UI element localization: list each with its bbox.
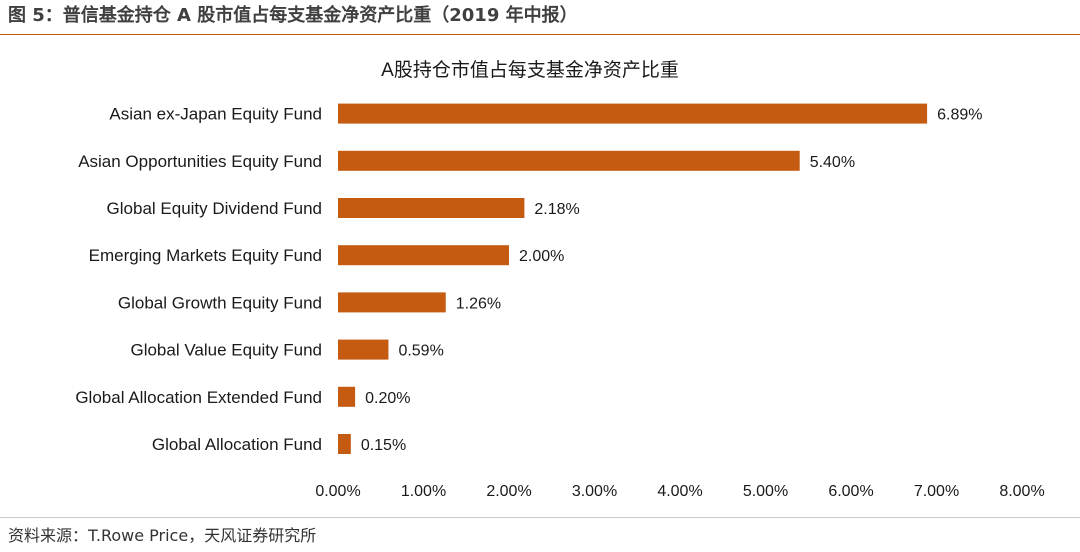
x-tick-label: 0.00% [315, 483, 360, 500]
data-label: 0.20% [365, 390, 410, 407]
x-tick-label: 2.00% [486, 483, 531, 500]
bar [338, 386, 356, 407]
data-label: 6.89% [937, 107, 982, 124]
data-label: 0.15% [361, 437, 406, 454]
bar [338, 198, 525, 218]
figure-caption: 图 5：普信基金持仓 A 股市值占每支基金净资产比重（2019 年中报） [8, 5, 578, 26]
data-label: 2.00% [519, 248, 564, 265]
data-label: 1.26% [456, 295, 501, 312]
data-label: 0.59% [398, 343, 443, 360]
category-label: Asian Opportunities Equity Fund [78, 152, 322, 171]
x-tick-label: 6.00% [828, 483, 873, 500]
x-tick-label: 4.00% [657, 483, 702, 500]
category-label: Global Allocation Extended Fund [75, 388, 322, 407]
category-label: Global Growth Equity Fund [118, 293, 322, 312]
data-label: 5.40% [810, 154, 855, 171]
bar [338, 103, 928, 124]
category-label: Global Allocation Fund [152, 435, 322, 454]
x-tick-label: 1.00% [401, 483, 446, 500]
source-divider [0, 517, 1080, 518]
bar [338, 150, 800, 171]
bar [338, 292, 446, 313]
x-tick-label: 8.00% [999, 483, 1044, 500]
bar [338, 339, 389, 360]
data-label: 2.18% [534, 201, 579, 218]
caption-divider [0, 34, 1080, 35]
chart-title: A股持仓市值占每支基金净资产比重 [381, 59, 679, 81]
bar [338, 434, 351, 454]
category-label: Global Equity Dividend Fund [107, 199, 322, 218]
x-tick-label: 3.00% [572, 483, 617, 500]
plot-area: Asian ex-Japan Equity Fund 6.89% Asian Opp… [75, 103, 1045, 500]
category-label: Asian ex-Japan Equity Fund [109, 105, 322, 124]
source-note: 资料来源：T.Rowe Price，天风证券研究所 [8, 526, 317, 545]
x-tick-label: 7.00% [914, 483, 959, 500]
bar [338, 245, 509, 266]
category-label: Emerging Markets Equity Fund [89, 246, 322, 265]
category-label: Global Value Equity Fund [130, 341, 322, 360]
x-tick-label: 5.00% [743, 483, 788, 500]
bar-chart: A股持仓市值占每支基金净资产比重 Asian ex-Japan Equity F… [75, 59, 1045, 500]
